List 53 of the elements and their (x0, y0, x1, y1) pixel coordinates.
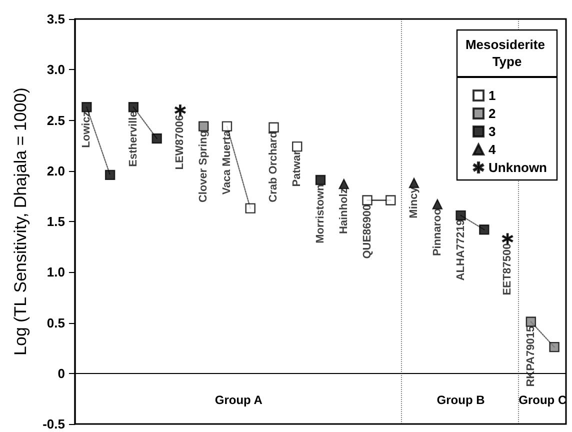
legend-label: 4 (488, 142, 497, 157)
y-tick-label: 1.0 (46, 264, 65, 280)
point (128, 102, 139, 112)
y-tick-label: 0 (58, 366, 65, 381)
annotation: Group C (518, 393, 567, 407)
annotation: Group A (214, 393, 263, 407)
point (479, 224, 490, 235)
point (82, 102, 92, 112)
point (315, 174, 326, 186)
data-label: Clover Spring (198, 130, 210, 203)
data-label: Vaca Muerta (220, 130, 233, 195)
point (268, 122, 279, 132)
y-tick-label: -0.5 (42, 416, 65, 432)
data-label: Morristown (314, 184, 326, 244)
point (432, 199, 443, 210)
point (549, 342, 560, 352)
legend-label: Unknown (488, 160, 548, 175)
y-tick-label: 1.5 (46, 214, 65, 229)
legend-label: 1 (488, 88, 496, 103)
legend-title: Mesosiderite Type (465, 37, 549, 69)
data-label: Crab Orchard (268, 131, 280, 202)
legend-label: 2 (488, 106, 496, 121)
annotation: Group B (436, 393, 486, 407)
y-tick-label: 3.0 (46, 62, 65, 78)
data-label: Estherville (127, 111, 140, 167)
y-tick-label: 3.5 (46, 12, 65, 26)
data-label: Pinnaroo (431, 208, 444, 256)
data-label: EET87500 (502, 243, 514, 296)
point (502, 233, 514, 244)
data-label: Hainholz (338, 188, 350, 234)
y-axis-title: Log (TL Sensitivity, Dhajala = 1000) (11, 88, 30, 356)
point (152, 133, 162, 144)
point (386, 195, 396, 206)
point (104, 170, 116, 180)
data-label: Patwar (291, 150, 304, 187)
point (198, 121, 209, 132)
point (456, 210, 466, 221)
point (526, 316, 536, 327)
point (174, 104, 186, 116)
y-tick-label: 2.5 (46, 112, 65, 128)
data-label: Mincy (408, 186, 420, 218)
point (245, 203, 256, 214)
y-tick-label: 0.5 (46, 315, 65, 330)
data-label: ALHA77219 (454, 220, 467, 281)
point (338, 178, 349, 190)
legend-label: 3 (488, 124, 496, 139)
y-tick-label: 2.0 (46, 163, 65, 178)
point (408, 178, 420, 188)
point (362, 195, 372, 206)
data-label: Lowicz (80, 110, 93, 148)
data-label: LEW87006 (174, 114, 186, 170)
data-label: RKPA79015 (524, 326, 537, 387)
data-label: QUE86900 (361, 204, 374, 259)
